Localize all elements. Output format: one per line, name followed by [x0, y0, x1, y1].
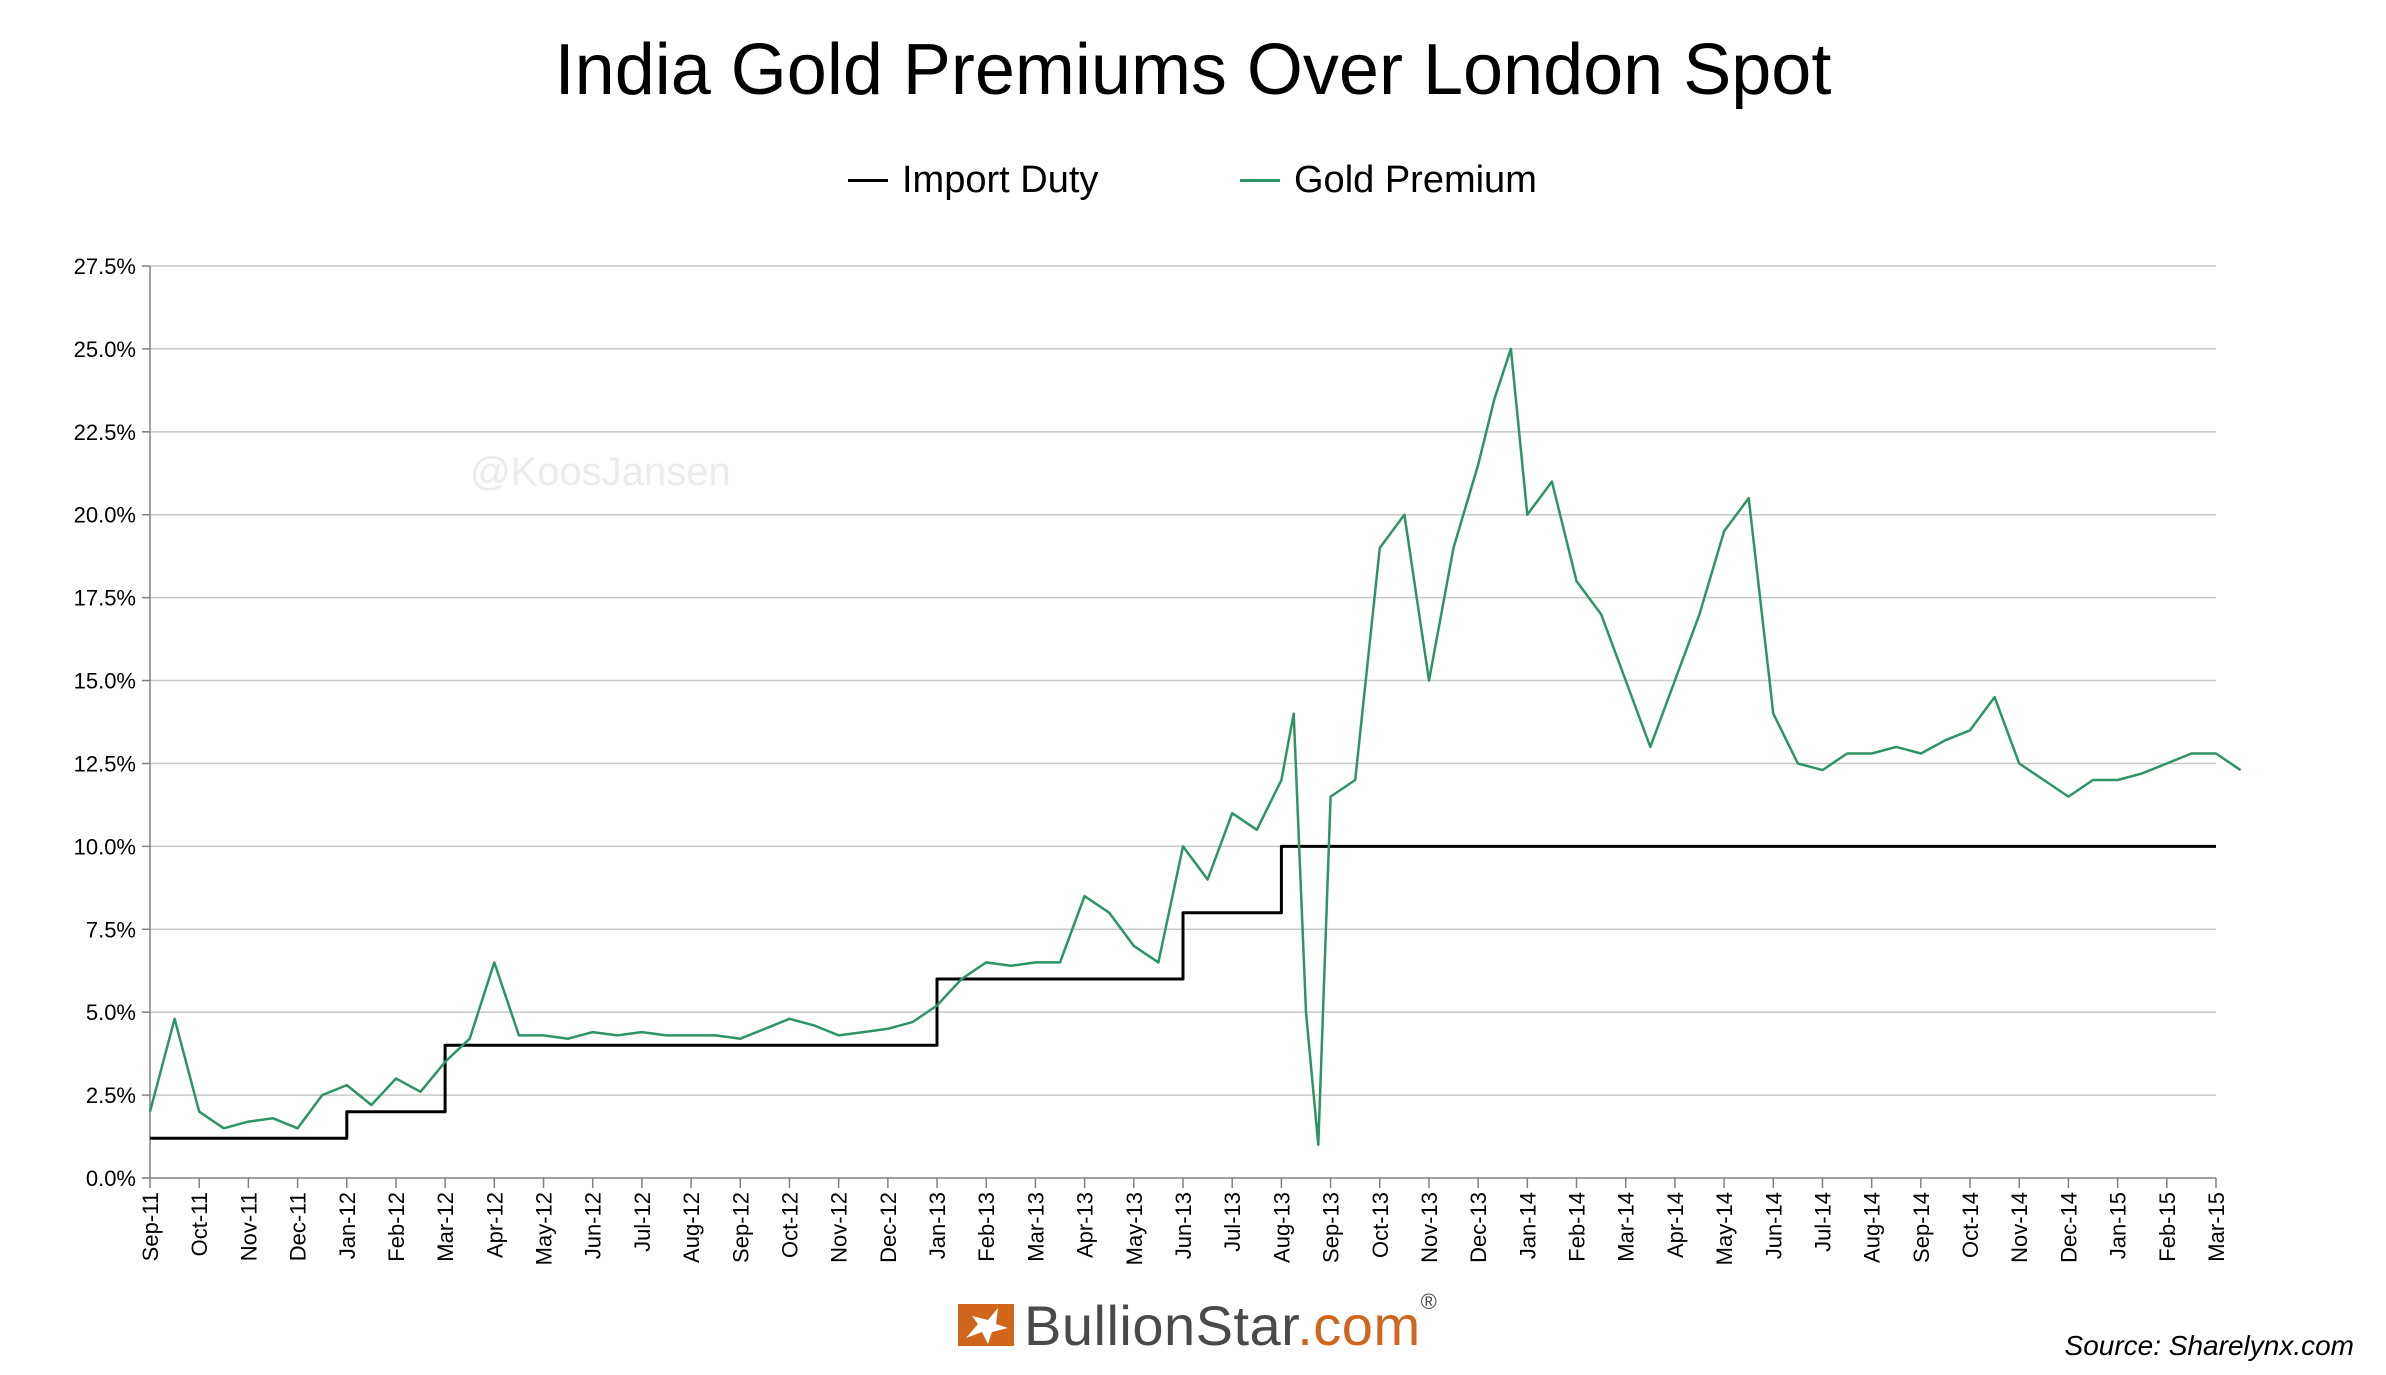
x-tick-label: Apr-14 — [1663, 1192, 1688, 1258]
x-tick-label: May-12 — [532, 1192, 557, 1265]
series-line-gold-premium — [148, 347, 2242, 1147]
x-tick-label: Jul-13 — [1220, 1192, 1245, 1252]
x-tick-label: Jun-14 — [1761, 1192, 1786, 1259]
x-tick-label: Sep-13 — [1319, 1192, 1344, 1263]
x-tick-label: Mar-14 — [1614, 1192, 1639, 1262]
x-tick-label: Aug-13 — [1269, 1192, 1294, 1263]
y-tick-label: 0.0% — [86, 1166, 136, 1191]
x-tick-label: Dec-14 — [2056, 1192, 2081, 1263]
y-tick-label: 7.5% — [86, 917, 136, 942]
legend-item-import-duty: Import Duty — [848, 150, 1098, 210]
legend-label-import-duty: Import Duty — [902, 158, 1099, 201]
legend: Import Duty Gold Premium — [0, 150, 2386, 210]
x-tick-label: Feb-13 — [974, 1192, 999, 1262]
y-tick-label: 20.0% — [74, 503, 136, 528]
brand-text: BullionStar.com® — [1024, 1289, 1437, 1358]
x-tick-label: Jun-13 — [1171, 1192, 1196, 1259]
x-tick-label: Mar-13 — [1023, 1192, 1048, 1262]
x-tick-label: Sep-12 — [728, 1192, 753, 1263]
x-tick-label: Dec-11 — [286, 1192, 311, 1261]
x-tick-label: Dec-12 — [876, 1192, 901, 1263]
legend-swatch-import-duty — [848, 178, 888, 182]
x-tick-label: May-14 — [1712, 1192, 1737, 1265]
y-tick-label: 22.5% — [74, 420, 136, 445]
y-tick-label: 12.5% — [74, 751, 136, 776]
x-tick-label: Jan-15 — [2106, 1192, 2131, 1259]
x-tick-label: Feb-14 — [1565, 1192, 1590, 1262]
brand-logo: BullionStar.com® — [958, 1289, 1437, 1360]
series-lines — [148, 347, 2242, 1147]
x-tick-label: Mar-12 — [433, 1192, 458, 1262]
source-note: Source: Sharelynx.com — [2064, 1330, 2354, 1361]
x-tick-label: Sep-14 — [1909, 1192, 1934, 1263]
x-tick-label: Dec-13 — [1466, 1192, 1491, 1263]
y-tick-label: 27.5% — [74, 254, 136, 279]
x-tick-label: Nov-11 — [236, 1192, 261, 1261]
x-tick-label: Nov-14 — [2007, 1192, 2032, 1263]
x-tick-label: Mar-15 — [2204, 1192, 2229, 1262]
y-tick-label: 5.0% — [86, 1000, 136, 1025]
y-tick-label: 10.0% — [74, 834, 136, 859]
y-tick-labels: 0.0% 2.5% 5.0% 7.5% 10.0% 12.5% 15.0% 17.5% 20.0… — [74, 254, 136, 1191]
y-tick-label: 17.5% — [74, 586, 136, 611]
watermark: @KoosJansen — [470, 450, 731, 494]
x-tick-label: Oct-12 — [777, 1192, 802, 1258]
series-line-import-duty — [150, 844, 2216, 1140]
brand-suffix: .com — [1297, 1293, 1421, 1357]
x-tick-label: Nov-13 — [1417, 1192, 1442, 1263]
x-tick-label: Oct-13 — [1368, 1192, 1393, 1258]
brand-registered-mark: ® — [1420, 1288, 1438, 1314]
x-tick-label: Nov-12 — [827, 1192, 852, 1263]
x-tick-label: Jul-12 — [630, 1192, 655, 1252]
x-tick-label: May-13 — [1122, 1192, 1147, 1265]
legend-item-gold-premium: Gold Premium — [1240, 150, 1537, 210]
x-tick-label: Jul-14 — [1810, 1192, 1835, 1252]
x-tick-label: Jan-12 — [335, 1192, 360, 1259]
x-tick-label: Apr-13 — [1073, 1192, 1098, 1258]
x-tick-labels: Sep-11 Oct-11 Nov-11 Dec-11 Jan-12 Feb-12 Mar-… — [138, 1192, 2229, 1265]
y-tick-label: 25.0% — [74, 337, 136, 362]
x-tick-label: Apr-12 — [482, 1192, 507, 1258]
x-tick-label: Feb-15 — [2155, 1192, 2180, 1262]
brand-prefix: BullionStar — [1024, 1293, 1298, 1357]
legend-label-gold-premium: Gold Premium — [1294, 158, 1537, 201]
legend-swatch-gold-premium — [1240, 178, 1280, 182]
x-tick-label: Feb-12 — [384, 1192, 409, 1262]
y-tick-label: 2.5% — [86, 1083, 136, 1108]
axes — [142, 265, 2217, 1188]
y-tick-label: 15.0% — [74, 669, 136, 694]
x-tick-label: Jan-14 — [1515, 1192, 1540, 1259]
x-tick-label: Aug-14 — [1860, 1192, 1885, 1263]
x-tick-label: Oct-11 — [187, 1192, 212, 1256]
x-tick-label: Aug-12 — [679, 1192, 704, 1263]
x-tick-label: Sep-11 — [138, 1192, 163, 1261]
x-tick-label: Jun-12 — [581, 1192, 606, 1259]
chart-title: India Gold Premiums Over London Spot — [554, 30, 1832, 110]
x-tick-label: Jan-13 — [925, 1192, 950, 1259]
bullionstar-logo-icon — [958, 1304, 1014, 1346]
x-tick-label: Oct-14 — [1958, 1192, 1983, 1258]
